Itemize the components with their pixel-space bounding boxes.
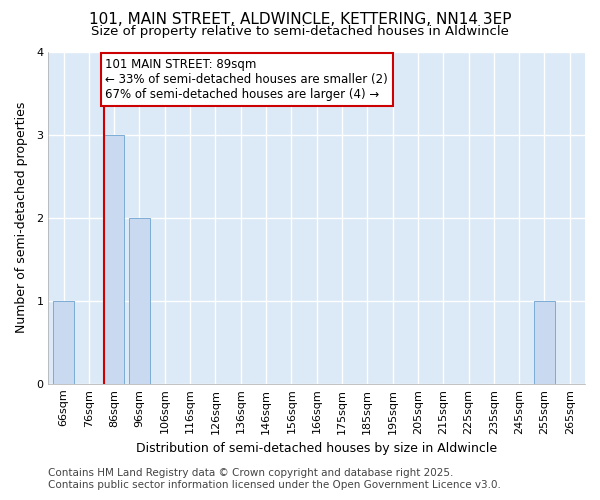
Y-axis label: Number of semi-detached properties: Number of semi-detached properties bbox=[15, 102, 28, 334]
Text: Contains HM Land Registry data © Crown copyright and database right 2025.
Contai: Contains HM Land Registry data © Crown c… bbox=[48, 468, 501, 490]
Text: 101, MAIN STREET, ALDWINCLE, KETTERING, NN14 3EP: 101, MAIN STREET, ALDWINCLE, KETTERING, … bbox=[89, 12, 511, 28]
Bar bbox=[53, 300, 74, 384]
Text: Size of property relative to semi-detached houses in Aldwincle: Size of property relative to semi-detach… bbox=[91, 25, 509, 38]
Text: 101 MAIN STREET: 89sqm
← 33% of semi-detached houses are smaller (2)
67% of semi: 101 MAIN STREET: 89sqm ← 33% of semi-det… bbox=[105, 58, 388, 101]
X-axis label: Distribution of semi-detached houses by size in Aldwincle: Distribution of semi-detached houses by … bbox=[136, 442, 497, 455]
Bar bbox=[130, 218, 149, 384]
Bar bbox=[535, 300, 554, 384]
Bar bbox=[104, 134, 124, 384]
